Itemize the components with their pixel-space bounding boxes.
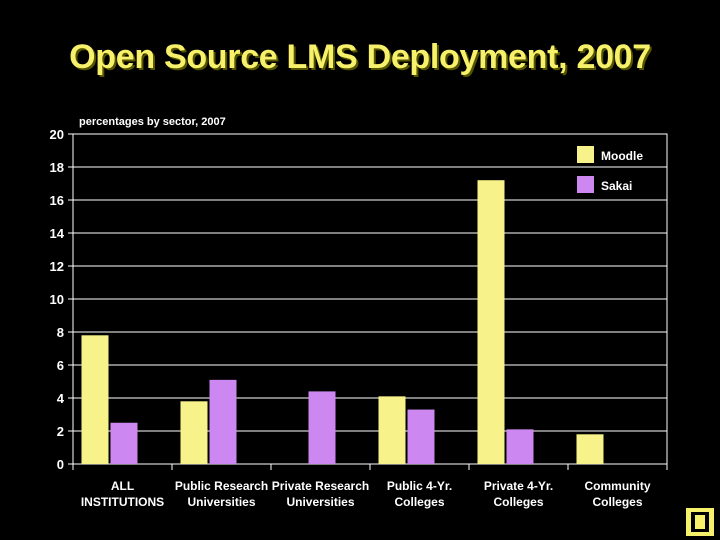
logo-icon: [686, 508, 714, 536]
y-tick-label: 8: [57, 325, 64, 340]
chart-subtitle: percentages by sector, 2007: [79, 116, 226, 128]
y-tick-label: 18: [50, 160, 64, 175]
y-tick-label: 16: [50, 193, 64, 208]
bar-moodle: [378, 396, 406, 464]
x-category-label: Community: [585, 479, 651, 493]
x-category-label: Universities: [286, 495, 354, 509]
x-category-label: ALL: [111, 479, 134, 493]
bar-sakai: [209, 379, 237, 464]
y-tick-label: 2: [57, 424, 64, 439]
y-tick-label: 4: [57, 391, 65, 406]
bar-moodle: [576, 434, 604, 464]
legend-swatch-sakai: [577, 176, 594, 193]
bar-moodle: [180, 401, 208, 464]
bar-sakai: [506, 429, 534, 464]
legend-label-moodle: Moodle: [601, 149, 643, 163]
y-tick-label: 10: [50, 292, 64, 307]
legend-swatch-moodle: [577, 146, 594, 163]
x-category-label: Colleges: [592, 495, 642, 509]
bar-sakai: [110, 422, 138, 464]
y-tick-label: 0: [57, 457, 64, 472]
bar-moodle: [477, 180, 505, 464]
bar-sakai: [308, 391, 336, 464]
x-category-label: Colleges: [394, 495, 444, 509]
slide-title: Open Source LMS Deployment, 2007: [69, 38, 651, 76]
y-tick-label: 6: [57, 358, 64, 373]
x-category-label: Public Research: [175, 479, 268, 493]
x-category-label: Universities: [187, 495, 255, 509]
bar-moodle: [81, 335, 109, 464]
x-category-label: Public 4-Yr.: [387, 479, 452, 493]
y-tick-label: 20: [50, 127, 64, 142]
x-category-label: Colleges: [493, 495, 543, 509]
x-category-label: Private Research: [272, 479, 369, 493]
legend-label-sakai: Sakai: [601, 179, 632, 193]
y-tick-label: 14: [50, 226, 65, 241]
x-category-label: INSTITUTIONS: [81, 495, 164, 509]
x-category-label: Private 4-Yr.: [484, 479, 553, 493]
logo-mark: [695, 515, 705, 529]
bar-sakai: [407, 409, 435, 464]
logo-inner: [691, 512, 709, 532]
y-tick-label: 12: [50, 259, 64, 274]
